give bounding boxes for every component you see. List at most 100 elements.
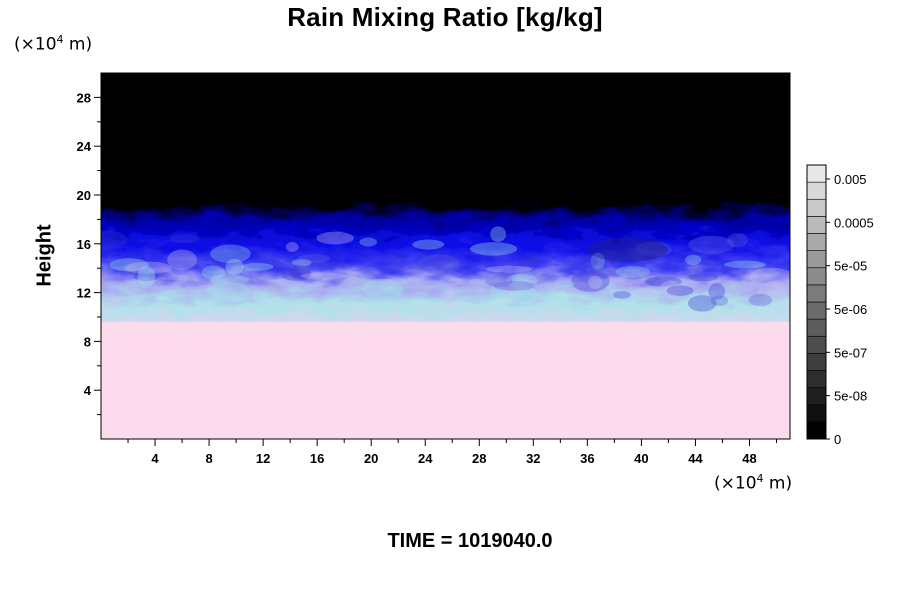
cloud-patch — [201, 265, 226, 280]
y-tick-label: 28 — [77, 90, 91, 105]
cloud-patch — [137, 266, 156, 288]
cloud-patch — [101, 295, 128, 308]
y-tick-label: 20 — [77, 188, 91, 203]
y-tick-label: 4 — [84, 383, 92, 398]
colorbar-label: 5e-05 — [834, 259, 867, 274]
cloud-patch — [469, 242, 518, 256]
cloud-patch — [280, 267, 312, 281]
time-annotation: TIME = 1019040.0 — [387, 530, 553, 552]
cloud-patch — [708, 283, 726, 300]
cloud-patch — [506, 273, 538, 289]
x-tick-label: 20 — [364, 451, 378, 466]
cloud-patch — [485, 274, 513, 287]
cloud-patch — [613, 291, 631, 299]
y-tick-label: 24 — [77, 139, 92, 154]
x-tick-label: 12 — [256, 451, 270, 466]
colorbar-cell — [806, 421, 827, 440]
x-tick-label: 16 — [310, 451, 324, 466]
cloud-patch — [359, 237, 378, 247]
cloud-patch — [133, 271, 159, 282]
x-axis-unit: (×104 m) — [714, 472, 793, 494]
region-low — [101, 321, 790, 439]
cloud-patch — [240, 263, 274, 271]
x-tick-label: 44 — [688, 451, 703, 466]
cloud-patch — [587, 237, 668, 262]
cloud-patch — [515, 286, 538, 305]
colorbar-cell — [806, 181, 827, 200]
cloud-patch — [687, 295, 717, 312]
cloud-patch — [109, 258, 149, 272]
y-tick-label: 12 — [77, 286, 91, 301]
cloud-patch — [489, 284, 506, 298]
plot-area — [100, 72, 791, 440]
cloud-patch — [579, 255, 598, 268]
cloud-patch — [586, 257, 613, 277]
cloud-patch — [749, 267, 790, 286]
cloud-patch — [297, 254, 331, 264]
x-tick-label: 48 — [742, 451, 756, 466]
cloud-patch — [588, 276, 603, 289]
cloud-patch — [688, 273, 718, 282]
cloud-patch — [571, 270, 610, 292]
colorbar-cell — [806, 370, 827, 388]
cloud-patch — [124, 261, 172, 274]
colorbar-label: 5e-08 — [834, 389, 867, 404]
colorbar-cell — [806, 198, 827, 217]
colorbar-label: 5e-07 — [834, 345, 867, 360]
colorbar: 0.005 0.0005 5e-05 5e-06 5e-07 5e-08 0 — [806, 164, 874, 447]
x-tick-label: 8 — [205, 451, 212, 466]
x-tick-label: 40 — [634, 451, 648, 466]
cloud-patch — [615, 266, 651, 278]
colorbar-cell — [806, 164, 827, 183]
cloud-patch — [633, 287, 656, 299]
cloud-patch — [748, 293, 773, 307]
cloud-patch — [659, 280, 681, 299]
colorbar-label: 0.0005 — [834, 215, 874, 230]
cloud-patch — [316, 231, 354, 245]
cloud-patch — [645, 276, 682, 287]
y-tick-label: 8 — [84, 334, 91, 349]
cloud-patch — [688, 235, 735, 255]
cloud-patch — [209, 274, 250, 286]
cloud-patch — [291, 259, 312, 266]
colorbar-cell — [806, 284, 827, 303]
colorbar-label: 5e-06 — [834, 302, 867, 317]
cloud-patch — [210, 244, 251, 264]
cloud-patch — [225, 258, 244, 275]
colorbar-cell — [806, 301, 827, 320]
plot-frame — [100, 72, 791, 440]
x-tick-label: 28 — [472, 451, 486, 466]
cloud-patch — [711, 295, 729, 307]
cloud-patch — [170, 234, 200, 243]
cloud-patch — [443, 286, 456, 306]
colorbar-cell — [806, 250, 827, 269]
cloud-patch — [724, 260, 766, 269]
cloud-patch — [288, 264, 312, 279]
cloud-patch — [301, 272, 348, 280]
cloud-patch — [167, 249, 197, 271]
cloud-patch — [485, 265, 533, 273]
cloud-patch — [552, 280, 575, 288]
cloud-patch — [206, 282, 251, 301]
colorbar-cell — [806, 335, 827, 354]
colorbar-cell — [806, 353, 827, 371]
x-tick-label: 24 — [418, 451, 433, 466]
cloud-patch — [101, 230, 128, 250]
cloud-patch — [726, 233, 748, 248]
colorbar-cell — [806, 404, 827, 423]
chart-title: Rain Mixing Ratio [kg/kg] — [287, 2, 603, 32]
x-tick-label: 4 — [151, 451, 159, 466]
cloud-patch — [362, 278, 404, 300]
x-tick-label: 36 — [580, 451, 594, 466]
cloud-patch — [634, 241, 672, 257]
cloud-patch — [493, 280, 535, 291]
cloud-patch — [285, 242, 299, 252]
colorbar-cell — [806, 387, 827, 406]
cloud-patch — [490, 226, 506, 242]
x-tick-label: 32 — [526, 451, 540, 466]
colorbar-frame — [806, 164, 827, 440]
cloud-patch — [685, 254, 702, 265]
y-axis-unit: (×104 m) — [14, 33, 93, 55]
